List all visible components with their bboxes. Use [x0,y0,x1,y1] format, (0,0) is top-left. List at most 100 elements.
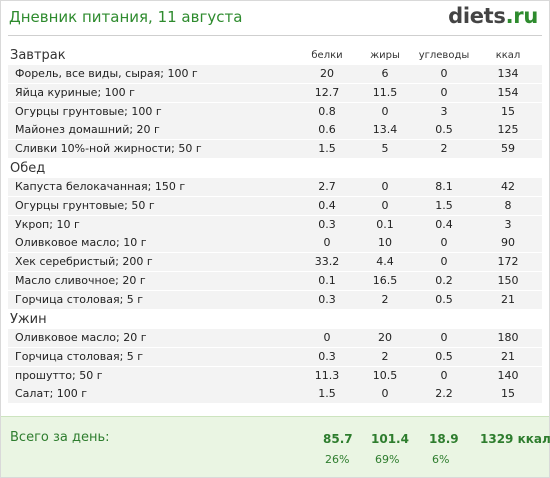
food-protein: 0.8 [318,104,336,118]
site-logo[interactable]: diets.ru [448,4,538,28]
column-header-protein: белки [311,50,343,61]
food-name[interactable]: Оливковое масло; 20 г [15,331,147,344]
food-name[interactable]: Укроп; 10 г [15,217,80,231]
food-fat: 5 [381,142,389,156]
food-name[interactable]: Огурцы грунтовые; 50 г [15,198,155,212]
food-carbs: 0.5 [435,292,453,306]
food-row[interactable]: Капуста белокачанная; 150 г 2.7 0 8.1 42 [8,178,542,197]
food-protein: 1.5 [318,387,336,401]
food-row[interactable]: Майонез домашний; 20 г 0.6 13.4 0.5 125 [8,121,542,141]
meal-title: Завтрак [10,48,66,63]
food-row[interactable]: Салат; 100 г 1.5 0 2.2 15 [8,385,542,405]
food-row[interactable]: Хек серебристый; 200 г 33.2 4.4 0 172 [8,253,542,273]
food-kcal: 15 [501,387,515,401]
protein-percent: 26% [325,453,350,466]
food-fat: 16.5 [372,274,398,287]
food-kcal: 21 [501,292,515,306]
food-fat: 2 [381,292,389,306]
food-fat: 20 [378,331,392,344]
carbs-percent: 6% [432,453,450,466]
food-row[interactable]: Огурцы грунтовые; 100 г 0.8 0 3 15 [8,102,542,122]
food-row[interactable]: Укроп; 10 г 0.3 0.1 0.4 3 [8,215,542,235]
food-row[interactable]: прошутто; 50 г 11.3 10.5 0 140 [8,366,542,386]
food-name[interactable]: Майонез домашний; 20 г [15,123,160,137]
meal-section-header: Завтрак белки жиры углеводы ккал [8,47,542,66]
food-kcal: 140 [497,368,519,382]
page-title: Дневник питания, 11 августа [9,8,243,26]
food-fat: 0 [381,104,389,118]
fat-percent: 69% [375,453,400,466]
food-name[interactable]: Оливковое масло; 10 г [15,236,147,250]
food-name[interactable]: Сливки 10%-ной жирности; 50 г [15,142,202,156]
food-name[interactable]: Масло сливочное; 20 г [15,274,146,287]
food-row[interactable]: Оливковое масло; 20 г 0 20 0 180 [8,329,542,348]
food-row[interactable]: Горчица столовая; 5 г 0.3 2 0.5 21 [8,290,542,310]
food-protein: 33.2 [314,255,340,269]
food-protein: 20 [320,67,334,80]
food-row[interactable]: Огурцы грунтовые; 50 г 0.4 0 1.5 8 [8,196,542,216]
food-fat: 0.1 [376,217,394,231]
food-fat: 2 [381,349,389,363]
food-carbs: 0 [440,236,448,250]
food-protein: 0.1 [318,274,336,287]
food-row[interactable]: Оливковое масло; 10 г 0 10 0 90 [8,234,542,254]
food-protein: 2.7 [318,180,336,193]
food-carbs: 0 [440,368,448,382]
food-name[interactable]: Яйца куриные; 100 г [15,85,135,99]
food-kcal: 134 [497,67,519,80]
food-carbs: 0 [440,331,448,344]
food-name[interactable]: Горчица столовая; 5 г [15,292,144,306]
food-kcal: 42 [501,180,515,193]
food-fat: 0 [381,198,389,212]
food-name[interactable]: Хек серебристый; 200 г [15,255,153,269]
food-kcal: 21 [501,349,515,363]
meal-section-header: Ужин [8,311,542,330]
food-carbs: 3 [440,104,448,118]
meal-title: Обед [10,161,46,176]
food-name[interactable]: Огурцы грунтовые; 100 г [15,104,162,118]
food-carbs: 0.4 [435,217,453,231]
food-protein: 0.3 [318,349,336,363]
total-protein: 85.7 [323,432,353,446]
day-totals: Всего за день: 85.7 101.4 18.9 1329 ккал… [1,416,550,477]
food-row[interactable]: Масло сливочное; 20 г 0.1 16.5 0.2 150 [8,272,542,291]
food-protein: 0 [323,236,331,250]
food-name[interactable]: Салат; 100 г [15,387,88,401]
food-row[interactable]: Горчица столовая; 5 г 0.3 2 0.5 21 [8,347,542,367]
food-name[interactable]: Капуста белокачанная; 150 г [15,180,186,193]
food-kcal: 3 [504,217,512,231]
logo-domain: .ru [505,4,539,28]
food-protein: 0 [323,331,331,344]
food-protein: 1.5 [318,142,336,156]
totals-divider [1,416,549,417]
food-kcal: 150 [497,274,519,287]
food-row[interactable]: Яйца куриные; 100 г 12.7 11.5 0 154 [8,83,542,103]
food-kcal: 15 [501,104,515,118]
total-kcal: 1329 ккал [480,432,550,446]
food-row[interactable]: Форель, все виды, сырая; 100 г 20 6 0 134 [8,65,542,84]
food-carbs: 8.1 [435,180,453,193]
meal-section-header: Обед [8,160,542,179]
column-header-fat: жиры [370,50,400,61]
food-row[interactable]: Сливки 10%-ной жирности; 50 г 1.5 5 2 59 [8,140,542,160]
food-fat: 10 [378,236,392,250]
column-header-carbs: углеводы [418,50,470,61]
food-protein: 0.3 [318,217,336,231]
food-fat: 0 [381,387,389,401]
food-fat: 13.4 [372,123,398,137]
food-name[interactable]: прошутто; 50 г [15,368,103,382]
food-fat: 10.5 [372,368,398,382]
food-fat: 0 [381,180,389,193]
meal-title: Ужин [10,312,47,327]
food-kcal: 154 [497,85,519,99]
total-carbs: 18.9 [429,432,459,446]
totals-label: Всего за день: [10,430,110,445]
total-fat: 101.4 [371,432,409,446]
food-carbs: 0 [440,67,448,80]
logo-text: diets [448,4,506,28]
food-carbs: 0.5 [435,349,453,363]
food-protein: 0.4 [318,198,336,212]
food-kcal: 90 [501,236,515,250]
food-name[interactable]: Форель, все виды, сырая; 100 г [15,67,198,80]
food-name[interactable]: Горчица столовая; 5 г [15,349,144,363]
